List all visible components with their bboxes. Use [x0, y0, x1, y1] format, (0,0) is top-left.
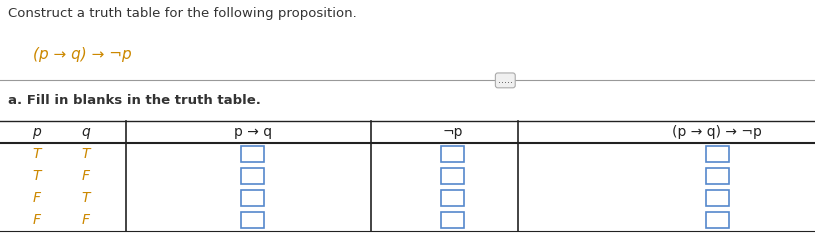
Text: ¬p: ¬p [442, 125, 463, 139]
Text: Construct a truth table for the following proposition.: Construct a truth table for the followin… [8, 7, 357, 20]
FancyBboxPatch shape [241, 168, 264, 184]
FancyBboxPatch shape [706, 190, 729, 206]
Text: F: F [33, 191, 41, 205]
FancyBboxPatch shape [441, 168, 464, 184]
Text: q: q [82, 125, 90, 139]
Text: T: T [82, 191, 90, 205]
Text: .....: ..... [498, 75, 513, 85]
Text: F: F [82, 169, 90, 183]
Text: p → q: p → q [234, 125, 271, 139]
Text: p: p [33, 125, 41, 139]
Text: (p → q) → ¬p: (p → q) → ¬p [33, 47, 131, 62]
FancyBboxPatch shape [241, 190, 264, 206]
Text: T: T [33, 169, 41, 183]
Text: F: F [82, 213, 90, 227]
FancyBboxPatch shape [241, 212, 264, 228]
FancyBboxPatch shape [441, 212, 464, 228]
Text: (p → q) → ¬p: (p → q) → ¬p [672, 125, 762, 139]
FancyBboxPatch shape [441, 146, 464, 162]
FancyBboxPatch shape [706, 212, 729, 228]
Text: F: F [33, 213, 41, 227]
Text: T: T [33, 147, 41, 161]
FancyBboxPatch shape [241, 146, 264, 162]
Text: T: T [82, 147, 90, 161]
FancyBboxPatch shape [706, 146, 729, 162]
FancyBboxPatch shape [441, 190, 464, 206]
Text: a. Fill in blanks in the truth table.: a. Fill in blanks in the truth table. [8, 94, 261, 107]
FancyBboxPatch shape [706, 168, 729, 184]
